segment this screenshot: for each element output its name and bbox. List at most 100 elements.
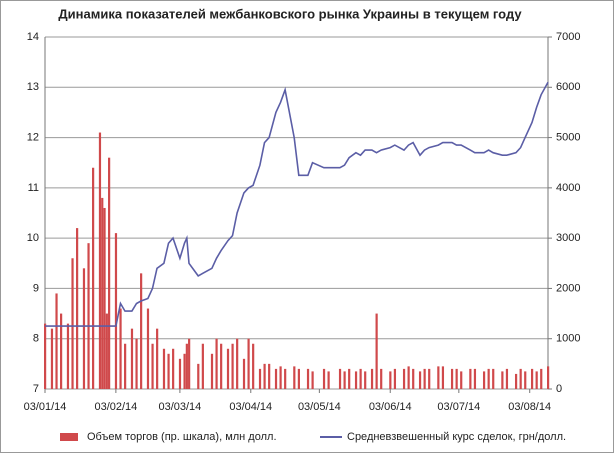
x-tick-label: 03/01/14 — [24, 401, 67, 413]
bar — [393, 368, 397, 389]
legend-swatch — [60, 433, 78, 441]
bar — [151, 343, 154, 389]
bar — [455, 368, 458, 389]
legend-label: Объем торгов (пр. шкала), млн долл. — [87, 431, 277, 443]
bar — [55, 293, 58, 389]
bar — [306, 368, 310, 389]
bar — [437, 366, 440, 389]
bar — [114, 233, 118, 389]
bar — [375, 313, 378, 389]
x-tick-label: 03/04/14 — [229, 401, 272, 413]
bar — [124, 343, 127, 389]
y2-tick-label: 4000 — [556, 182, 580, 194]
bar — [103, 207, 106, 389]
y-tick-label: 14 — [27, 31, 39, 43]
bar — [418, 371, 422, 389]
bar — [247, 338, 250, 389]
bar — [428, 368, 431, 389]
bar — [402, 368, 406, 389]
bar — [76, 228, 79, 389]
bar — [172, 348, 175, 389]
bar — [297, 368, 300, 389]
bar — [50, 328, 54, 389]
bar — [44, 323, 47, 389]
y-tick-label: 8 — [33, 333, 39, 345]
bar — [322, 368, 326, 389]
bar — [540, 368, 543, 389]
bar — [66, 323, 70, 389]
bar — [492, 368, 495, 389]
bar — [178, 358, 182, 389]
bar — [183, 353, 186, 389]
x-tick-label: 03/05/14 — [298, 401, 341, 413]
bar — [274, 368, 278, 389]
bar — [135, 338, 138, 389]
bar — [258, 368, 262, 389]
bar — [105, 313, 108, 389]
bar — [514, 373, 518, 389]
bar — [101, 197, 104, 389]
x-tick-label: 03/02/14 — [94, 401, 137, 413]
bar — [293, 366, 296, 389]
bar — [146, 308, 150, 389]
bar — [108, 157, 111, 389]
y2-tick-label: 2000 — [556, 282, 580, 294]
bar — [215, 338, 218, 389]
bar — [162, 348, 166, 389]
bar — [460, 371, 463, 389]
y-tick-label: 11 — [28, 182, 39, 194]
legend-label: Средневзвешенный курс сделок, грн/долл. — [347, 431, 566, 443]
bar — [210, 353, 214, 389]
bar — [469, 368, 472, 389]
y-tick-label: 7 — [33, 383, 39, 395]
bar — [547, 366, 550, 389]
bar — [263, 363, 266, 389]
bar — [519, 368, 522, 389]
y2-tick-label: 0 — [556, 383, 562, 395]
y2-tick-label: 7000 — [556, 31, 580, 43]
bar — [140, 273, 143, 389]
y2-tick-label: 5000 — [556, 131, 580, 143]
bar — [501, 371, 504, 389]
bar — [380, 368, 383, 389]
bar — [487, 368, 490, 389]
x-tick-label: 03/03/14 — [158, 401, 201, 413]
bar — [407, 366, 410, 389]
bar — [82, 268, 86, 389]
bar — [441, 366, 445, 389]
bar — [119, 308, 122, 389]
bar — [167, 353, 170, 389]
bar — [423, 368, 426, 389]
bar — [389, 371, 392, 389]
y-tick-label: 12 — [27, 131, 39, 143]
bar — [201, 343, 204, 389]
bar — [524, 371, 527, 389]
y2-tick-label: 1000 — [556, 333, 580, 345]
y2-tick-label: 6000 — [556, 81, 580, 93]
bar — [343, 371, 346, 389]
bar — [236, 338, 239, 389]
y2-tick-label: 3000 — [556, 232, 580, 244]
bar — [505, 368, 509, 389]
bar — [535, 371, 538, 389]
bar — [348, 368, 351, 389]
bar — [370, 368, 374, 389]
chart-title: Динамика показателей межбанковского рынк… — [58, 6, 522, 21]
y-tick-label: 9 — [33, 282, 39, 294]
bar — [311, 371, 314, 389]
bar — [482, 371, 486, 389]
bar — [473, 368, 477, 389]
bar — [450, 368, 454, 389]
bar — [220, 343, 223, 389]
bar — [242, 358, 246, 389]
bar — [279, 366, 282, 389]
bar — [412, 368, 415, 389]
bar — [185, 343, 188, 389]
bar — [98, 132, 102, 390]
bar — [226, 348, 230, 389]
bar — [284, 368, 287, 389]
x-tick-label: 03/06/14 — [369, 401, 412, 413]
bar — [252, 343, 255, 389]
bar — [359, 368, 362, 389]
